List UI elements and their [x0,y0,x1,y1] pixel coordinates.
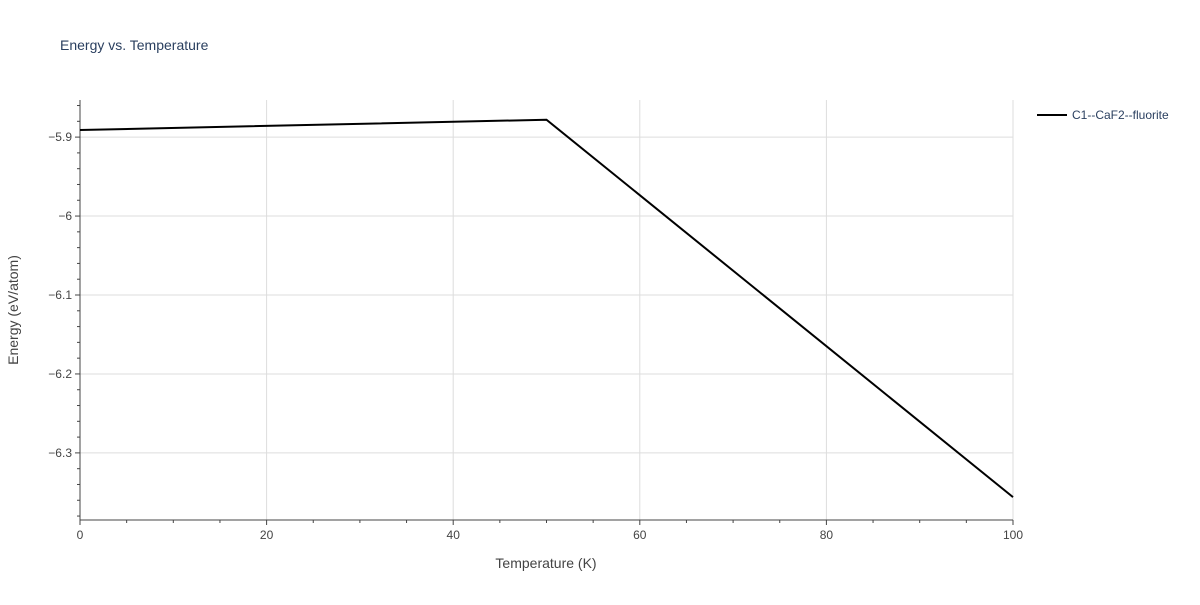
y-tick-label: −6.1 [48,288,72,302]
series-line [79,118,1014,498]
y-tick-label: −6.3 [48,446,72,460]
series-layer [79,118,1014,498]
y-tick-label: −6.2 [48,367,72,381]
x-tick-label: 100 [1003,528,1023,542]
y-tick-label: −5.9 [48,130,72,144]
legend[interactable]: C1--CaF2--fluorite [1037,108,1169,122]
chart-title: Energy vs. Temperature [60,37,209,53]
grid-layer [80,100,1014,520]
y-axis-title: Energy (eV/atom) [5,255,21,365]
x-tick-label: 80 [820,528,834,542]
y-tick-label: −6 [58,209,72,223]
x-tick-label: 0 [77,528,84,542]
x-axis-title: Temperature (K) [495,555,596,571]
axis-layer: 0 20 40 60 80 100 −5.9 −6 −6.1 −6.2 −6.3 [48,100,1023,542]
legend-label: C1--CaF2--fluorite [1072,108,1169,122]
x-tick-label: 40 [447,528,461,542]
x-tick-label: 20 [260,528,274,542]
x-tick-label: 60 [633,528,647,542]
